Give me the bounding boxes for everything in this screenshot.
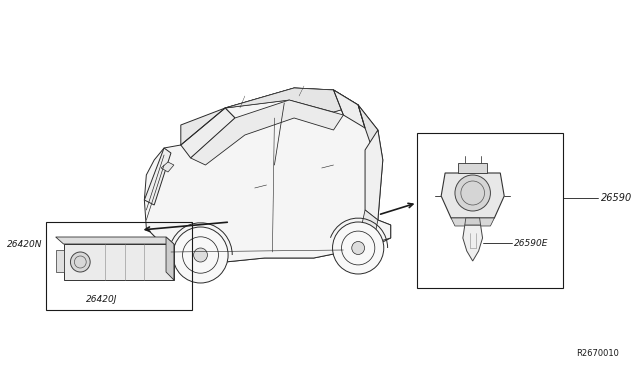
Circle shape xyxy=(333,222,384,274)
Polygon shape xyxy=(225,88,358,112)
Polygon shape xyxy=(181,108,235,158)
Polygon shape xyxy=(181,108,235,145)
Polygon shape xyxy=(145,148,171,205)
Polygon shape xyxy=(361,210,378,235)
Polygon shape xyxy=(56,250,63,272)
Circle shape xyxy=(173,227,228,283)
Circle shape xyxy=(455,175,490,211)
Polygon shape xyxy=(225,88,358,112)
Polygon shape xyxy=(463,225,483,261)
Polygon shape xyxy=(465,218,481,225)
Text: 26420J: 26420J xyxy=(86,295,117,304)
Polygon shape xyxy=(451,218,494,226)
Text: 26420N: 26420N xyxy=(8,240,43,248)
Bar xyxy=(46,222,191,310)
Polygon shape xyxy=(365,130,383,220)
Circle shape xyxy=(194,248,207,262)
Polygon shape xyxy=(56,237,174,244)
Circle shape xyxy=(70,252,90,272)
Text: R2670010: R2670010 xyxy=(577,349,620,358)
Polygon shape xyxy=(458,163,488,173)
Text: 26590E: 26590E xyxy=(514,238,548,247)
Text: 26590: 26590 xyxy=(600,193,632,203)
Polygon shape xyxy=(63,244,174,280)
Circle shape xyxy=(352,241,365,254)
Polygon shape xyxy=(161,162,174,172)
Polygon shape xyxy=(333,90,365,128)
Bar xyxy=(417,133,563,288)
Polygon shape xyxy=(358,105,378,165)
Polygon shape xyxy=(145,88,390,262)
Polygon shape xyxy=(166,237,174,280)
Polygon shape xyxy=(191,100,344,165)
Polygon shape xyxy=(441,173,504,218)
